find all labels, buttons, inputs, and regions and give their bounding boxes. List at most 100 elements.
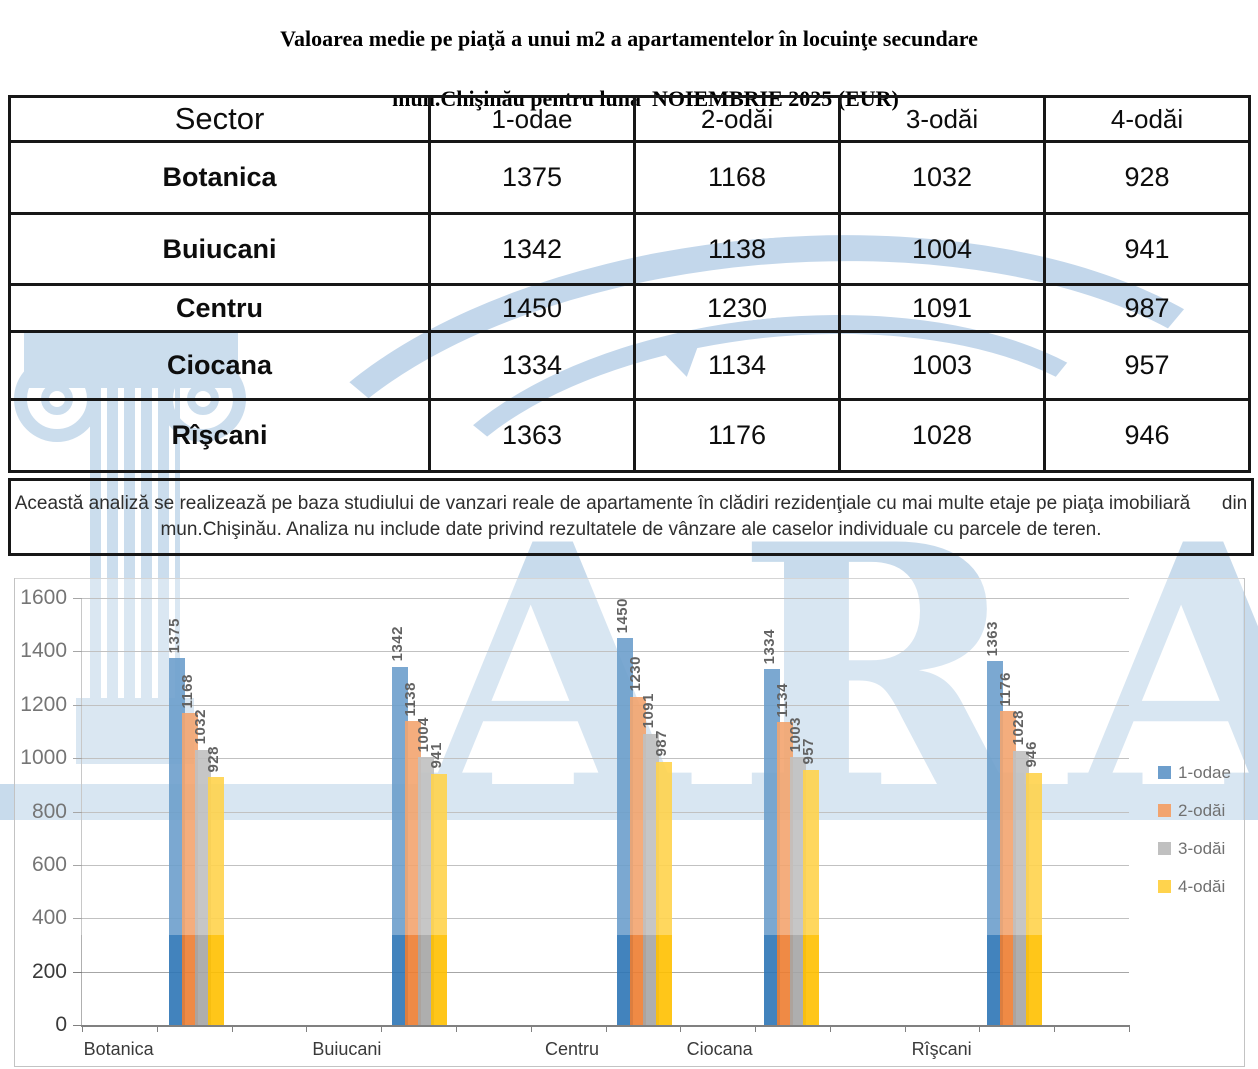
gridline — [82, 971, 1129, 973]
bar-value-label: 1334 — [760, 628, 778, 664]
gridline — [82, 651, 1129, 653]
price-table: Sector 1-odae 2-odăi 3-odăi 4-odăi Botan… — [8, 95, 1251, 473]
price-cell: 1168 — [633, 140, 841, 215]
bar-value-label: 957 — [799, 738, 817, 765]
gridline — [82, 704, 1129, 706]
gridline — [82, 598, 1129, 599]
gridline — [82, 918, 1129, 920]
bar-value-label: 1363 — [983, 620, 1001, 657]
y-tick-mark — [73, 758, 82, 760]
bar-value-label: 1176 — [996, 671, 1014, 707]
bar-value-label: 1450 — [614, 597, 632, 634]
bar-value-label: 1375 — [165, 617, 183, 654]
y-axis-label: 1400 — [20, 639, 67, 663]
table-row: Ciocana 1334 1134 1003 957 — [8, 330, 1251, 401]
x-tick-mark — [156, 1025, 158, 1032]
bar-value-label: 1168 — [178, 673, 196, 709]
bar-value-label: 1032 — [191, 709, 209, 745]
price-cell: 987 — [1043, 283, 1251, 333]
gridline — [82, 758, 1129, 760]
bar — [391, 666, 408, 1025]
legend-label: 4-odăi — [1178, 876, 1226, 896]
y-axis-label: 800 — [31, 799, 67, 823]
price-cell: 1004 — [838, 212, 1046, 286]
x-tick-mark — [306, 1025, 308, 1032]
y-tick-mark — [73, 704, 82, 706]
table-row: Buiucani 1342 1138 1004 941 — [8, 212, 1251, 286]
y-tick-mark — [73, 1025, 82, 1026]
bar — [617, 638, 634, 1025]
x-tick-mark — [829, 1025, 831, 1032]
y-tick-mark — [73, 598, 82, 599]
price-cell: 1138 — [633, 212, 841, 286]
legend-label: 1-odae — [1178, 762, 1231, 782]
legend-item: 3-odăi — [1158, 838, 1231, 858]
price-cell: 1028 — [838, 398, 1046, 473]
y-axis-label: 1200 — [20, 692, 67, 716]
page-title-line1: Valoarea medie pe piaţă a unui m2 a apar… — [280, 26, 978, 51]
legend-item: 2-odăi — [1158, 800, 1231, 820]
bar — [417, 757, 434, 1025]
column-header-3-odai: 3-odăi — [838, 95, 1046, 143]
y-axis-label: 1000 — [20, 746, 67, 770]
y-tick-mark — [73, 651, 82, 653]
bar-value-label: 928 — [204, 745, 222, 773]
x-tick-mark — [1054, 1025, 1056, 1032]
bar — [763, 669, 780, 1025]
x-tick-mark — [904, 1025, 906, 1032]
legend-swatch-icon — [1158, 804, 1171, 817]
bar — [630, 696, 647, 1025]
y-axis-label: 600 — [31, 852, 67, 876]
category-label: Centru — [544, 1039, 599, 1059]
price-cell: 1363 — [428, 398, 636, 473]
bar-cluster: 1450 1230 1091 987 — [614, 597, 677, 1025]
y-axis-label: 400 — [31, 906, 67, 930]
bar-value-label: 987 — [653, 730, 671, 757]
legend-label: 3-odăi — [1178, 838, 1226, 858]
methodology-note: Această analiză se realizează pe baza st… — [8, 478, 1254, 556]
y-tick-mark — [73, 864, 82, 866]
column-header-1-odae: 1-odae — [428, 95, 636, 143]
y-axis-label: 0 — [55, 1013, 67, 1036]
column-header-2-odai: 2-odăi — [633, 95, 841, 143]
gridline — [82, 811, 1129, 813]
bar-value-label: 946 — [1022, 741, 1040, 768]
column-header-4-odai: 4-odăi — [1043, 95, 1251, 143]
bar — [802, 769, 819, 1025]
bar-cluster: 1334 1134 1003 957 — [760, 598, 824, 1025]
y-tick-mark — [73, 811, 82, 813]
bar-value-label: 1134 — [773, 682, 791, 718]
price-cell: 1032 — [838, 140, 1046, 215]
x-tick-mark — [381, 1025, 383, 1032]
column-header-sector: Sector — [8, 95, 431, 143]
x-tick-mark — [1129, 1025, 1130, 1032]
x-tick-mark — [680, 1025, 682, 1032]
x-tick-mark — [530, 1025, 532, 1032]
y-axis-label: 1600 — [20, 586, 67, 609]
price-cell: 1450 — [428, 283, 636, 333]
price-cell: 1003 — [838, 330, 1046, 401]
price-cell: 1334 — [428, 330, 636, 401]
sector-name: Buiucani — [8, 212, 431, 286]
bar-value-label: 941 — [427, 742, 445, 769]
y-axis-label: 200 — [31, 959, 67, 983]
legend-label: 2-odăi — [1178, 800, 1226, 820]
bar-value-label: 1138 — [401, 681, 419, 717]
price-cell: 1134 — [633, 330, 841, 401]
x-tick-mark — [231, 1025, 233, 1032]
x-tick-mark — [755, 1025, 757, 1032]
category-label: Ciocana — [686, 1039, 753, 1059]
bar-cluster: 1363 1176 1028 946 — [983, 598, 1047, 1025]
plot-area: 1375 1168 1032 928 Botanica 1342 1138 1004 941 Bu… — [73, 597, 1130, 1059]
table-row: Botanica 1375 1168 1032 928 — [8, 140, 1251, 215]
category-label: Rîşcani — [911, 1039, 972, 1059]
legend-swatch-icon — [1158, 880, 1171, 893]
y-tick-mark — [73, 971, 82, 973]
table-row: Rîşcani 1363 1176 1028 946 — [8, 398, 1251, 473]
price-cell: 957 — [1043, 330, 1251, 401]
bar-value-label: 1342 — [388, 626, 406, 662]
price-cell: 928 — [1043, 140, 1251, 215]
bar — [430, 773, 447, 1025]
bar — [789, 757, 806, 1025]
bar — [207, 777, 224, 1025]
